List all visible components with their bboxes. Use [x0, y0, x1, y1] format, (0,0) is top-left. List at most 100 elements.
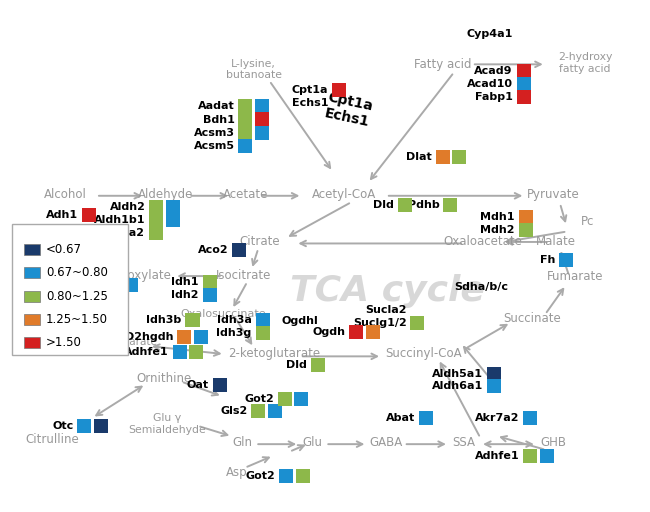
- Bar: [296, 469, 309, 483]
- Text: Fabp1: Fabp1: [475, 93, 513, 102]
- Text: Aldh5a1: Aldh5a1: [432, 369, 483, 379]
- Bar: [150, 200, 163, 214]
- Text: TCA cycle: TCA cycle: [290, 274, 485, 308]
- Text: Aadat: Aadat: [198, 101, 235, 112]
- Text: Dlat: Dlat: [406, 152, 432, 162]
- Text: Succinyl-CoA: Succinyl-CoA: [385, 347, 462, 360]
- Text: 2-hydroxy
fatty acid: 2-hydroxy fatty acid: [558, 52, 612, 74]
- Text: 1.25~1.50: 1.25~1.50: [46, 313, 108, 326]
- Text: 0.80~1.25: 0.80~1.25: [46, 290, 108, 303]
- Text: Gln: Gln: [232, 436, 252, 449]
- Bar: [419, 411, 434, 424]
- Bar: [251, 403, 265, 418]
- Text: Acsm3: Acsm3: [194, 127, 235, 138]
- Bar: [349, 325, 363, 339]
- Text: Dld: Dld: [286, 360, 307, 370]
- Bar: [239, 125, 252, 140]
- Bar: [194, 330, 208, 344]
- Text: <0.67: <0.67: [46, 243, 82, 256]
- Bar: [94, 419, 108, 433]
- Text: Cpt1a: Cpt1a: [292, 86, 328, 95]
- Bar: [523, 449, 537, 463]
- Bar: [24, 267, 40, 279]
- Text: Acetyl-CoA: Acetyl-CoA: [312, 188, 376, 201]
- Text: Hoga1: Hoga1: [63, 280, 103, 290]
- Bar: [24, 337, 40, 348]
- Text: Aldh2: Aldh2: [109, 202, 146, 212]
- Text: Oxalosuccinate: Oxalosuccinate: [180, 309, 266, 318]
- Text: Sdha/b/c: Sdha/b/c: [454, 282, 508, 292]
- Bar: [452, 150, 467, 164]
- Text: Cpt1a
Echs1: Cpt1a Echs1: [323, 90, 374, 129]
- Text: Acsm5: Acsm5: [194, 141, 235, 151]
- Text: Bdh1: Bdh1: [203, 115, 235, 124]
- Text: Oxaloacetate: Oxaloacetate: [443, 236, 523, 248]
- Bar: [150, 226, 163, 240]
- Bar: [255, 99, 269, 114]
- Text: Glu γ
Semialdehyde: Glu γ Semialdehyde: [128, 413, 206, 435]
- Bar: [255, 125, 269, 140]
- Text: Akr7a2: Akr7a2: [474, 413, 519, 422]
- Bar: [189, 345, 203, 359]
- Bar: [519, 210, 532, 224]
- Bar: [239, 113, 252, 126]
- FancyBboxPatch shape: [12, 224, 127, 355]
- Text: Acad10: Acad10: [467, 79, 513, 90]
- Bar: [150, 213, 163, 227]
- Text: Adh1: Adh1: [46, 210, 78, 220]
- Text: Adhfe1: Adhfe1: [124, 347, 169, 357]
- Text: Mdh2: Mdh2: [480, 225, 515, 235]
- Bar: [24, 291, 40, 302]
- Bar: [203, 288, 216, 302]
- Text: 2-ketoglutarate: 2-ketoglutarate: [228, 347, 320, 360]
- Bar: [436, 150, 450, 164]
- Text: Gls2: Gls2: [220, 406, 247, 416]
- Text: Sucla2: Sucla2: [365, 305, 406, 315]
- Text: Fh: Fh: [540, 255, 556, 265]
- Text: Adhfe1: Adhfe1: [474, 451, 519, 461]
- Bar: [239, 99, 252, 114]
- Bar: [213, 378, 227, 393]
- Bar: [278, 392, 292, 406]
- Text: Fatty acid: Fatty acid: [414, 58, 472, 71]
- Bar: [410, 316, 424, 330]
- Text: D-2-hydroxyglutarate: D-2-hydroxyglutarate: [45, 337, 157, 347]
- Bar: [24, 244, 40, 255]
- Text: Otc: Otc: [52, 420, 73, 431]
- Bar: [517, 65, 531, 78]
- Bar: [517, 77, 531, 92]
- Text: Ogdhl: Ogdhl: [282, 316, 318, 326]
- Text: Ogdh: Ogdh: [313, 327, 345, 337]
- Bar: [366, 325, 380, 339]
- Bar: [166, 213, 180, 227]
- Bar: [82, 208, 96, 222]
- Text: Citrate: Citrate: [240, 236, 280, 248]
- Text: Mdh1: Mdh1: [480, 212, 515, 222]
- Bar: [77, 419, 91, 433]
- Text: Idh3b: Idh3b: [146, 315, 182, 325]
- Bar: [523, 411, 537, 424]
- Bar: [398, 198, 411, 212]
- Text: Pyruvate: Pyruvate: [526, 188, 579, 201]
- Bar: [124, 278, 138, 292]
- Bar: [203, 275, 216, 289]
- Text: Ornithine: Ornithine: [137, 372, 192, 386]
- Text: Oat: Oat: [187, 380, 209, 391]
- Text: Idh1: Idh1: [172, 277, 199, 287]
- Text: 0.67~0.80: 0.67~0.80: [46, 266, 108, 280]
- Bar: [255, 326, 270, 340]
- Text: Alcohol: Alcohol: [44, 188, 86, 201]
- Bar: [487, 379, 501, 394]
- Text: Acad9: Acad9: [474, 67, 513, 76]
- Bar: [294, 392, 309, 406]
- Bar: [517, 91, 531, 104]
- Text: Aldh1b1: Aldh1b1: [94, 215, 146, 225]
- Bar: [519, 223, 532, 237]
- Text: Aldh3a2: Aldh3a2: [94, 228, 146, 238]
- Text: Idh3a: Idh3a: [217, 315, 252, 325]
- Text: Suclg1/2: Suclg1/2: [353, 318, 406, 328]
- Text: GABA: GABA: [369, 436, 402, 449]
- Bar: [177, 330, 191, 344]
- Text: D2hgdh: D2hgdh: [125, 332, 174, 343]
- Bar: [268, 403, 281, 418]
